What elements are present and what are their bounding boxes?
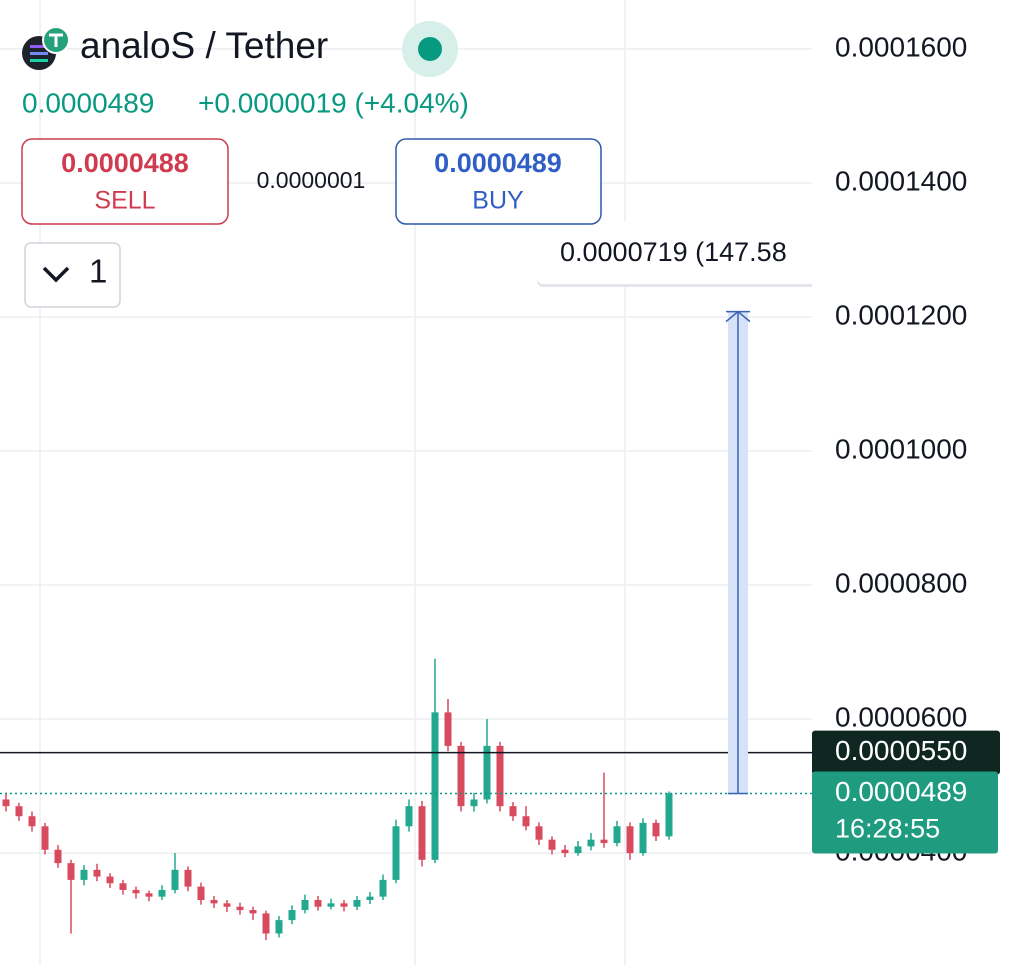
candle-body (652, 822, 660, 837)
candle-body (665, 793, 673, 837)
candle-body (275, 920, 283, 934)
measure-tooltip: 0.0000719 (147.58 (537, 221, 812, 287)
y-tick-label: 0.0001400 (835, 165, 967, 196)
buy-button[interactable] (395, 138, 602, 225)
candle-body (197, 886, 205, 900)
candle-body (145, 893, 153, 897)
y-tick-label: 0.0000600 (835, 701, 967, 732)
interval-toggle[interactable] (24, 242, 121, 308)
candle-body (470, 799, 478, 807)
candle-body (535, 826, 543, 840)
candle-body (210, 899, 218, 904)
hline-label: 0.0000550 (835, 735, 967, 766)
candle-body (262, 913, 270, 934)
coin-icon-stripe (30, 45, 48, 48)
y-tick-label: 0.0001600 (835, 31, 967, 62)
candle-body (548, 839, 556, 850)
coin-icon-stripe (30, 52, 48, 55)
sell-price: 0.0000488 (61, 148, 189, 178)
candle-body (236, 906, 244, 911)
candle-body (483, 745, 491, 800)
candle-body (366, 896, 374, 900)
candle-body (158, 889, 166, 897)
measure-arrowhead (725, 310, 751, 323)
candle-body (288, 910, 296, 921)
sell-button[interactable] (21, 138, 229, 225)
candle-body (106, 876, 114, 884)
y-tick-label: 0.0001200 (835, 299, 967, 330)
status-dot (418, 37, 442, 61)
plot (0, 310, 812, 941)
chevron-icon (42, 266, 70, 283)
candle-body (626, 826, 634, 854)
candle-body (132, 889, 140, 894)
last-price-label: 0.0000489 (835, 776, 967, 807)
candle-body (93, 869, 101, 877)
tooltip-box (537, 221, 812, 284)
candle-body (613, 826, 621, 844)
symbol-title: analoS / Tether (80, 25, 328, 66)
overlay: analoS / Tether 0.0000489 +0.0000019 (+4… (21, 21, 602, 308)
last-price: 0.0000489 (22, 87, 154, 118)
countdown: 16:28:55 (835, 814, 940, 844)
candle-body (600, 839, 608, 844)
price-axis: 0.0001600 0.0001400 0.0001200 0.0001000 0.00… (812, 31, 1000, 866)
y-tick-label: 0.0000800 (835, 567, 967, 598)
candle-body (444, 712, 452, 746)
candle-body (431, 712, 439, 860)
tether-glyph (49, 33, 63, 47)
hline-label-bg (812, 730, 1000, 775)
candle-body (314, 899, 322, 907)
candle-body (54, 849, 62, 864)
candle-body (301, 899, 309, 911)
candle-body (223, 903, 231, 907)
candle-body (15, 806, 23, 817)
candle-body (2, 799, 10, 807)
candle-body (405, 806, 413, 827)
candle-body (353, 899, 361, 907)
candle-body (379, 879, 387, 897)
candle-body (28, 816, 36, 827)
candle-body (587, 839, 595, 847)
last-price-label-bg (812, 771, 998, 854)
candle-body (119, 883, 127, 890)
candle-body (249, 910, 257, 914)
candle-body (418, 806, 426, 860)
candle-body (496, 745, 504, 807)
candle-body (574, 846, 582, 854)
sell-label: SELL (94, 187, 155, 215)
coin-icon-stripe (30, 59, 48, 62)
price-change: +0.0000019 (+4.04%) (198, 87, 469, 118)
candle-body (457, 745, 465, 807)
candle-body (522, 816, 530, 827)
buy-label: BUY (472, 187, 524, 215)
candle-body (392, 826, 400, 880)
candle-body (561, 849, 569, 854)
candle-body (171, 869, 179, 890)
candle-body (340, 903, 348, 907)
candle-body (639, 822, 647, 854)
candle-body (184, 869, 192, 887)
candle-body (80, 869, 88, 880)
spread: 0.0000001 (257, 167, 366, 193)
candle-body (509, 806, 517, 817)
buy-price: 0.0000489 (434, 148, 562, 178)
measure-label: 0.0000719 (147.58 (560, 237, 787, 267)
y-tick-label: 0.0001000 (835, 433, 967, 464)
candle-body (67, 863, 75, 880)
interval: 1 (89, 253, 107, 290)
candle-body (41, 826, 49, 850)
candle-body (327, 903, 335, 907)
